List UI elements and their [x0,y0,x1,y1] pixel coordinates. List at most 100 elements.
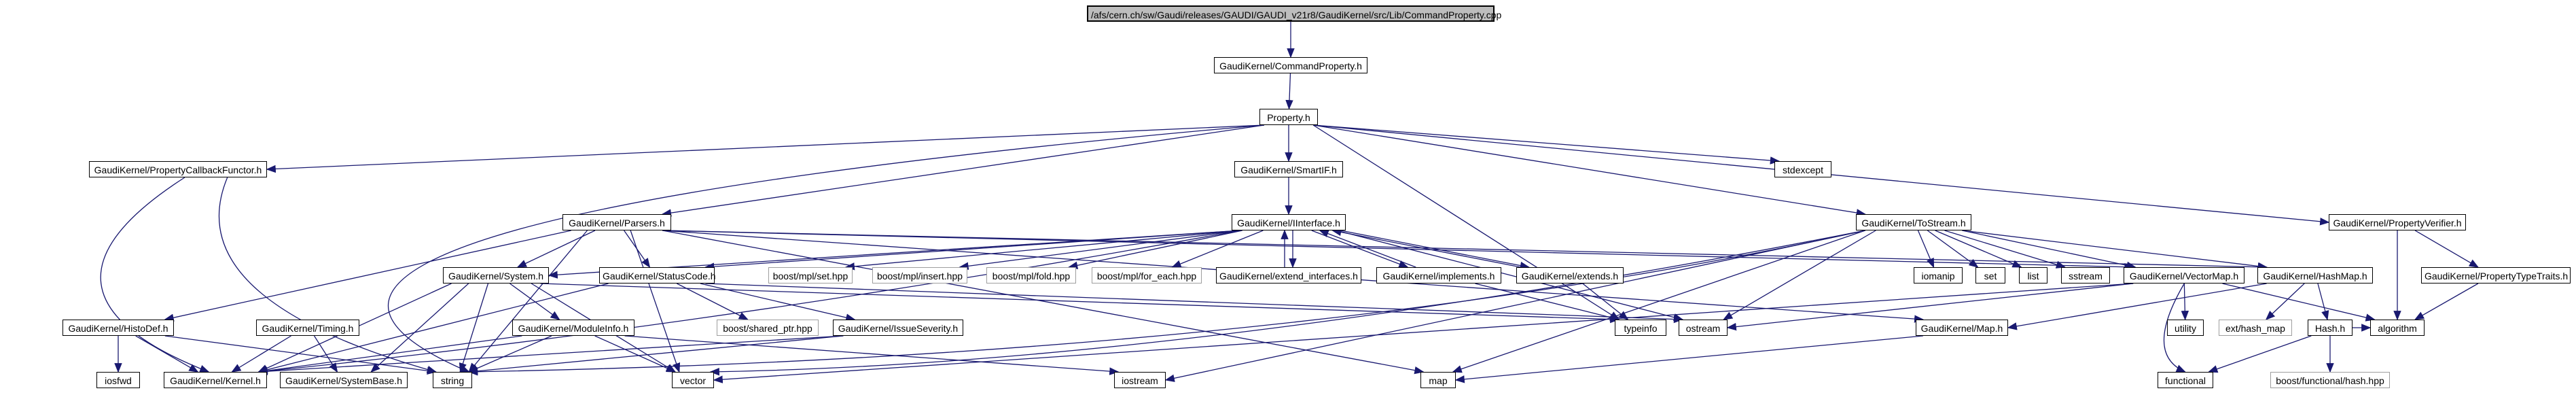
edge-tostream-map [1452,230,1865,373]
edge-property-stdexcept [1313,124,1781,165]
edge-statuscode-issueseverity [700,283,856,322]
graph-node-functional[interactable]: functional [2158,372,2213,388]
edge-hashmap-hash [2317,283,2329,321]
graph-node-vector[interactable]: vector [672,372,714,388]
edge-statuscode-ostream [705,283,1684,324]
graph-node-parsers[interactable]: GaudiKernel/Parsers.h [562,214,671,230]
graph-node-hashmap[interactable]: GaudiKernel/HashMap.h [2257,267,2373,284]
edge-vectormap-algorithm [2222,283,2376,322]
edge-parsers-histodef [164,230,571,322]
edge-implements-iinterface [1319,230,1416,268]
edge-parsers-vector [630,230,681,373]
edge-statuscode-kernel [257,283,609,374]
edge-extends-iinterface [1331,228,1521,268]
graph-node-cmdprop[interactable]: GaudiKernel/CommandProperty.h [1214,57,1367,73]
graph-node-system[interactable]: GaudiKernel/System.h [443,267,549,284]
edge-iinterface-mplset [844,230,1241,271]
edge-property-parsers [661,124,1264,217]
graph-node-list[interactable]: list [2019,267,2047,284]
graph-node-ostream[interactable]: ostream [1679,320,1728,336]
edge-hashmap-exthashmap [2265,283,2305,320]
graph-node-iinterface[interactable]: GaudiKernel/IInterface.h [1232,214,1346,230]
edge-pcf-kernel [100,177,210,373]
edge-parsers-vectormap [662,230,2134,271]
edge-moduleinfo-iostream [624,335,1120,375]
graph-node-sstream[interactable]: sstream [2061,267,2110,284]
graph-node-iomanip[interactable]: iomanip [1914,267,1963,284]
edge-parsers-system [516,230,596,268]
edge-pverifier-ptt [2414,230,2480,268]
graph-node-cpp[interactable]: /afs/cern.ch/sw/Gaudi/releases/GAUDI/GAU… [1087,5,1501,22]
graph-node-statuscode[interactable]: GaudiKernel/StatusCode.h [599,267,716,284]
graph-node-mplset[interactable]: boost/mpl/set.hpp [768,267,853,284]
graph-node-smartif[interactable]: GaudiKernel/SmartIF.h [1234,161,1343,177]
graph-node-typeinfo[interactable]: typeinfo [1615,320,1666,336]
edge-property-typeinfo [1312,124,1620,320]
edge-tostream-vectormap [1962,230,2136,269]
edge-iinterface-mplforeach [1171,230,1264,268]
edge-iinterface-ostream [1336,230,1684,322]
graph-node-set[interactable]: set [1975,267,2005,284]
edge-histodef-string [164,335,437,375]
graph-node-pcf[interactable]: GaudiKernel/PropertyCallbackFunctor.h [89,161,267,177]
graph-node-property[interactable]: Property.h [1259,109,1318,125]
edge-tostream-iomanip [1917,230,1935,269]
graph-node-string[interactable]: string [433,372,472,388]
edge-iinterface-extends [1340,230,1531,270]
edge-timing-kernel [231,335,291,373]
edge-vectormap-ostream [1726,283,2134,331]
edge-statuscode-sharedptr [677,283,749,320]
edge-moduleinfo-vector [594,335,677,373]
graph-node-kernel[interactable]: GaudiKernel/Kernel.h [164,372,267,388]
graph-node-tostream[interactable]: GaudiKernel/ToStream.h [1856,214,1971,230]
graph-node-utility[interactable]: utility [2167,320,2204,336]
edge-cmdprop-property [1285,73,1293,110]
graph-node-hash[interactable]: Hash.h [2308,320,2353,336]
graph-node-moduleinfo[interactable]: GaudiKernel/ModuleInfo.h [512,320,634,336]
edge-system-moduleinfo [509,283,560,320]
graph-node-iostream[interactable]: iostream [1114,372,1166,388]
edge-tostream-sstream [1944,230,2067,269]
graph-node-mplfold[interactable]: boost/mpl/fold.hpp [986,267,1076,284]
graph-node-vectormap[interactable]: GaudiKernel/VectorMap.h [2124,267,2244,284]
graph-node-pverifier[interactable]: GaudiKernel/PropertyVerifier.h [2329,214,2466,230]
graph-node-map[interactable]: map [1420,372,1456,388]
graph-node-gmap[interactable]: GaudiKernel/Map.h [1916,320,2008,336]
edge-vectormap-utility [2181,283,2189,321]
edge-parsers-string [468,230,588,373]
edge-implements-typeinfo [1475,283,1620,322]
graph-node-mplinsert[interactable]: boost/mpl/insert.hpp [872,267,967,284]
edge-moduleinfo-string [468,335,552,373]
edge-parsers-map [662,230,1425,375]
edge-timing-systembase [313,335,338,373]
edge-ptt-algorithm [2414,283,2479,320]
graph-node-boosthash[interactable]: boost/functional/hash.hpp [2270,372,2390,388]
graph-node-exthashmap[interactable]: ext/hash_map [2219,320,2292,336]
graph-node-extends[interactable]: GaudiKernel/extends.h [1516,267,1624,284]
edge-property-string [387,124,1264,373]
edge-vectormap-vector [713,283,2134,383]
graph-node-stdexcept[interactable]: stdexcept [1774,161,1831,177]
graph-node-implements[interactable]: GaudiKernel/implements.h [1376,267,1501,284]
edge-tostream-list [1935,230,2022,268]
graph-node-systembase[interactable]: GaudiKernel/SystemBase.h [280,372,408,388]
edge-system-string [459,283,489,373]
edge-hash-functional [2208,335,2312,373]
graph-node-histodef[interactable]: GaudiKernel/HistoDef.h [62,320,174,336]
edge-tostream-vector [709,230,1865,376]
graph-node-timing[interactable]: GaudiKernel/Timing.h [256,320,359,336]
graph-node-mplforeach[interactable]: boost/mpl/for_each.hpp [1092,267,1202,284]
graph-node-ptt[interactable]: GaudiKernel/PropertyTypeTraits.h [2421,267,2571,284]
edge-property-pcf [266,124,1264,173]
edge-property-tostream [1313,124,1867,217]
edge-system-typeinfo [540,283,1620,324]
graph-node-issueseverity[interactable]: GaudiKernel/IssueSeverity.h [833,320,963,336]
graph-node-algorithm[interactable]: algorithm [2370,320,2425,336]
graph-node-extintf[interactable]: GaudiKernel/extend_interfaces.h [1216,267,1361,284]
graph-node-sharedptr[interactable]: boost/shared_ptr.hpp [717,320,819,336]
edge-system-systembase [370,283,469,373]
edge-issueseverity-kernel [257,335,844,375]
graph-node-iosfwd[interactable]: iosfwd [96,372,140,388]
